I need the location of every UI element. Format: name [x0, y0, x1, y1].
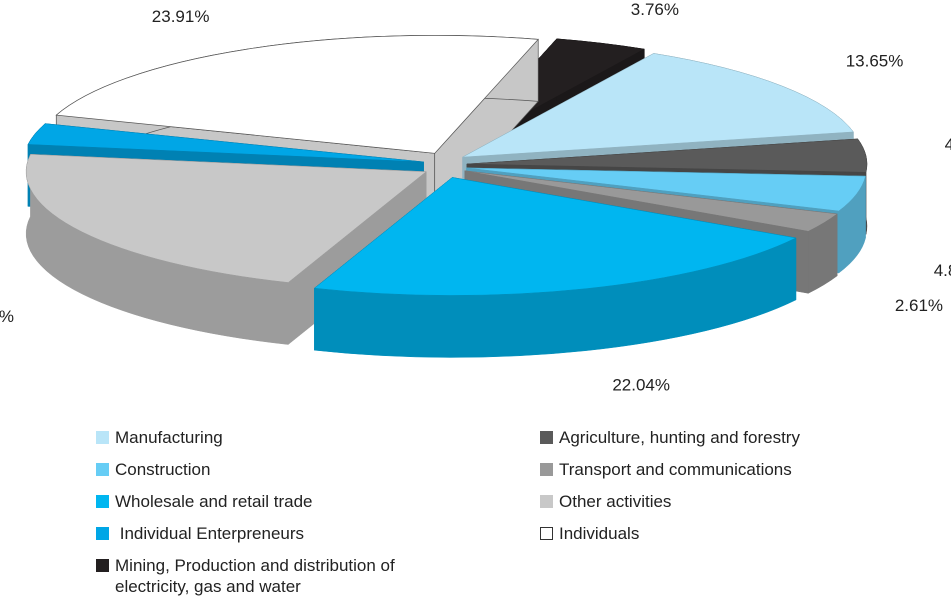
legend-swatch	[96, 527, 109, 540]
data-label: 4.84%	[934, 261, 951, 280]
legend-label: Mining, Production and distribution of e…	[115, 556, 400, 596]
legend-item: Agriculture, hunting and forestry	[540, 427, 920, 448]
legend-item: Wholesale and retail trade	[96, 491, 466, 512]
legend-swatch	[540, 463, 553, 476]
legend-item: Mining, Production and distribution of e…	[96, 555, 466, 597]
legend-swatch	[96, 559, 109, 572]
data-label: 2.61%	[895, 296, 943, 315]
legend-label: Construction	[115, 460, 211, 479]
legend-label: Wholesale and retail trade	[115, 492, 313, 511]
legend-item: Transport and communications	[540, 459, 920, 480]
legend-swatch	[96, 495, 109, 508]
slice-top	[313, 177, 797, 296]
chart: 3.76%13.65%4.53%4.84%2.61%22.04%21.76%2.…	[0, 0, 951, 394]
legend-label: Transport and communications	[559, 460, 792, 479]
legend-item: Individual Enterpreneurs	[96, 523, 466, 544]
slice-top	[27, 123, 424, 163]
slice-top	[25, 154, 427, 283]
data-label: 22.04%	[612, 375, 670, 394]
slice-top	[466, 138, 868, 173]
legend-item: Manufacturing	[96, 427, 466, 448]
legend-item: Construction	[96, 459, 466, 480]
legend-swatch	[96, 463, 109, 476]
slice-top	[466, 167, 866, 212]
data-label: 13.65%	[846, 52, 904, 71]
slice-top	[55, 35, 539, 154]
legend-swatch	[540, 431, 553, 444]
legend-swatch	[96, 431, 109, 444]
legend-swatch	[540, 527, 553, 540]
legend-label: Other activities	[559, 492, 672, 511]
legend-label: Individual Enterpreneurs	[115, 524, 305, 543]
data-label: 3.76%	[631, 0, 679, 19]
legend-item: Individuals	[540, 523, 920, 544]
legend-label: Agriculture, hunting and forestry	[559, 428, 800, 447]
legend-label: Individuals	[559, 524, 640, 543]
data-label: 21.76%	[0, 307, 14, 326]
data-label: 4.53%	[945, 135, 951, 154]
data-label: 23.91%	[152, 7, 210, 26]
legend-item: Other activities	[540, 491, 920, 512]
slice-top	[464, 170, 838, 232]
slice-top	[462, 53, 854, 158]
legend-swatch	[540, 495, 553, 508]
legend-label: Manufacturing	[115, 428, 223, 447]
